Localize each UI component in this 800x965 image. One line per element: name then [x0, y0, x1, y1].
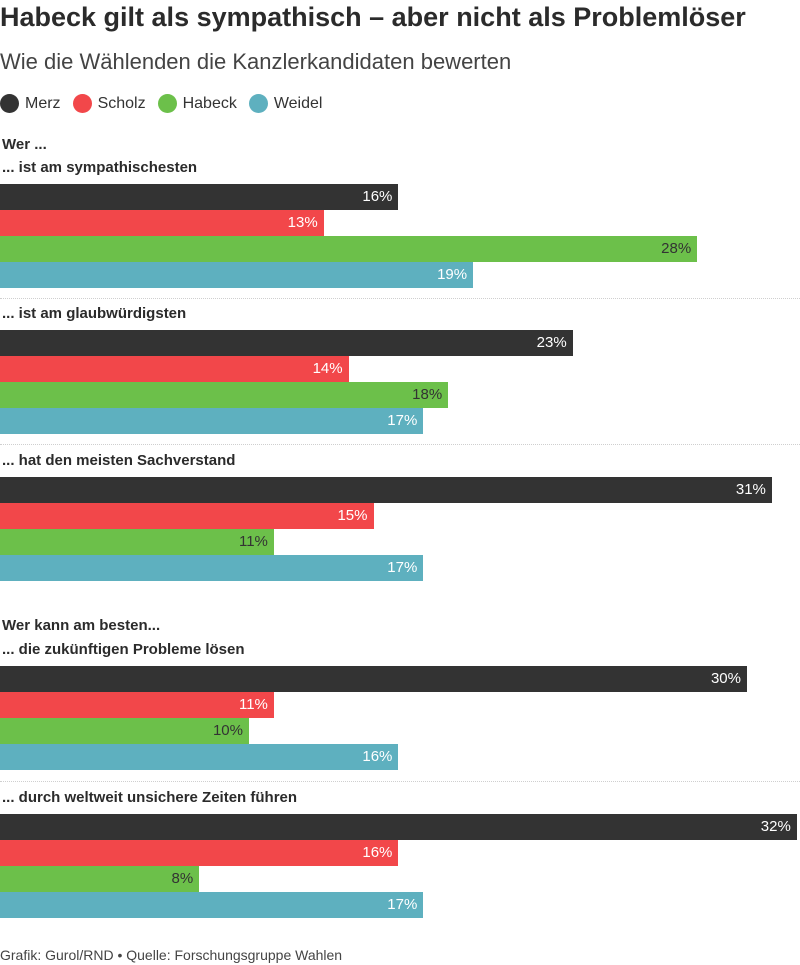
section-label-1: Wer ...	[2, 136, 47, 153]
question-label-ist-am-glaubw-rdigsten: ... ist am glaubwürdigsten	[2, 305, 187, 322]
bar-habeck-1-1	[0, 236, 698, 262]
legend: Merz Scholz Habeck Weidel	[0, 94, 334, 113]
value-label-habeck-1-3: 11%	[238, 533, 268, 550]
bar-weidel-1-2	[0, 408, 424, 434]
bar-weidel-1-3	[0, 555, 424, 581]
value-label-weidel-1-1: 19%	[437, 266, 468, 283]
group-divider	[0, 298, 800, 299]
group-divider	[0, 781, 800, 782]
legend-item-weidel: Weidel	[248, 94, 323, 113]
value-label-merz-1-1: 16%	[362, 188, 393, 205]
bar-habeck-2-2	[0, 866, 200, 892]
legend-label-merz: Merz	[25, 94, 61, 112]
value-label-merz-2-1: 30%	[710, 670, 741, 687]
bar-merz-1-1	[0, 184, 399, 210]
legend-swatch-weidel	[248, 94, 268, 113]
group-divider	[0, 444, 800, 445]
value-label-merz-1-3: 31%	[735, 481, 766, 498]
value-label-scholz-1-2: 14%	[312, 360, 343, 377]
bar-merz-2-1	[0, 666, 747, 692]
legend-label-weidel: Weidel	[273, 94, 323, 112]
value-label-merz-2-2: 32%	[760, 818, 791, 835]
bar-scholz-2-2	[0, 840, 399, 866]
bar-habeck-2-1	[0, 718, 249, 744]
chart-title: Habeck gilt als sympathisch – aber nicht…	[0, 2, 746, 32]
legend-swatch-merz	[0, 94, 19, 113]
question-label-ist-am-sympathischesten: ... ist am sympathischesten	[2, 159, 198, 176]
question-label-durch-weltweit-unsichere-zeiten-f-hren: ... durch weltweit unsichere Zeiten führ…	[2, 789, 298, 806]
value-label-habeck-2-2: 8%	[171, 870, 194, 887]
value-label-scholz-1-1: 13%	[287, 214, 318, 231]
section-label-2: Wer kann am besten...	[2, 617, 161, 634]
question-label-die-zuk-nftigen-probleme-l-sen: ... die zukünftigen Probleme lösen	[2, 641, 245, 658]
bar-scholz-1-1	[0, 210, 324, 236]
value-label-habeck-1-2: 18%	[412, 386, 443, 403]
bar-scholz-2-1	[0, 692, 274, 718]
bar-merz-2-2	[0, 814, 797, 840]
bar-merz-1-3	[0, 477, 772, 503]
bar-scholz-1-3	[0, 503, 374, 529]
value-label-scholz-2-1: 11%	[238, 696, 268, 713]
legend-label-habeck: Habeck	[182, 94, 237, 112]
bar-weidel-1-1	[0, 262, 474, 288]
value-label-merz-1-2: 23%	[536, 334, 567, 351]
legend-item-merz: Merz	[0, 94, 61, 113]
question-label-hat-den-meisten-sachverstand: ... hat den meisten Sachverstand	[2, 452, 236, 469]
source-credit: Grafik: Gurol/RND • Quelle: Forschungsgr…	[0, 947, 343, 963]
legend-label-scholz: Scholz	[97, 94, 146, 112]
legend-item-habeck: Habeck	[157, 94, 237, 113]
legend-swatch-habeck	[157, 94, 177, 113]
legend-item-scholz: Scholz	[72, 94, 146, 113]
value-label-weidel-1-2: 17%	[387, 412, 418, 429]
bar-scholz-1-2	[0, 356, 349, 382]
bar-merz-1-2	[0, 330, 573, 356]
value-label-weidel-1-3: 17%	[387, 559, 418, 576]
chart-subtitle: Wie die Wählenden die Kanzlerkandidaten …	[0, 49, 512, 74]
bar-weidel-2-1	[0, 744, 399, 770]
value-label-scholz-2-2: 16%	[362, 844, 393, 861]
bar-habeck-1-3	[0, 529, 274, 555]
legend-swatch-scholz	[72, 94, 92, 113]
value-label-habeck-1-1: 28%	[661, 240, 692, 257]
value-label-weidel-2-1: 16%	[362, 748, 393, 765]
value-label-scholz-1-3: 15%	[337, 507, 368, 524]
bar-habeck-1-2	[0, 382, 449, 408]
bar-weidel-2-2	[0, 892, 424, 918]
value-label-habeck-2-1: 10%	[212, 722, 243, 739]
value-label-weidel-2-2: 17%	[387, 896, 418, 913]
